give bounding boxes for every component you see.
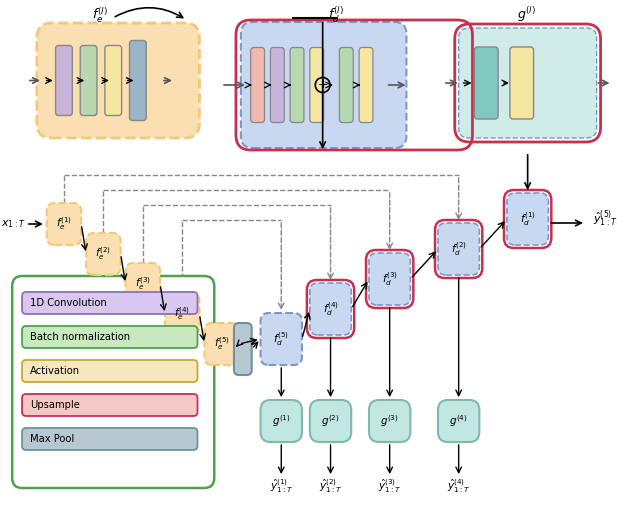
FancyBboxPatch shape <box>339 48 353 122</box>
Text: Upsample: Upsample <box>30 400 80 410</box>
FancyBboxPatch shape <box>22 326 198 348</box>
Text: $g^{(4)}$: $g^{(4)}$ <box>449 413 468 429</box>
FancyBboxPatch shape <box>438 223 479 275</box>
FancyBboxPatch shape <box>438 400 479 442</box>
Text: $f_e^{(5)}$: $f_e^{(5)}$ <box>214 335 230 352</box>
Text: $f_d^{(l)}$: $f_d^{(l)}$ <box>328 5 344 25</box>
FancyBboxPatch shape <box>310 400 351 442</box>
FancyBboxPatch shape <box>12 276 214 488</box>
Text: $f_e^{(l)}$: $f_e^{(l)}$ <box>92 5 108 25</box>
FancyBboxPatch shape <box>369 253 410 305</box>
FancyBboxPatch shape <box>80 46 97 116</box>
FancyBboxPatch shape <box>271 48 284 122</box>
FancyBboxPatch shape <box>310 283 351 335</box>
FancyBboxPatch shape <box>260 313 302 365</box>
Text: $\hat{y}_{1:T}^{(1)}$: $\hat{y}_{1:T}^{(1)}$ <box>269 477 293 495</box>
FancyBboxPatch shape <box>22 360 198 382</box>
FancyBboxPatch shape <box>507 193 548 245</box>
FancyBboxPatch shape <box>251 48 264 122</box>
Text: $g^{(3)}$: $g^{(3)}$ <box>380 413 399 429</box>
Text: $\hat{y}_{1:T}^{(4)}$: $\hat{y}_{1:T}^{(4)}$ <box>447 477 470 495</box>
Text: $f_e^{(3)}$: $f_e^{(3)}$ <box>135 276 151 293</box>
Text: $f_d^{(2)}$: $f_d^{(2)}$ <box>451 240 467 258</box>
FancyBboxPatch shape <box>260 400 302 442</box>
FancyBboxPatch shape <box>56 46 72 116</box>
Text: Batch normalization: Batch normalization <box>30 332 130 342</box>
Text: $\hat{y}_{1:T}^{(2)}$: $\hat{y}_{1:T}^{(2)}$ <box>319 477 342 495</box>
Text: $f_d^{(5)}$: $f_d^{(5)}$ <box>273 330 289 348</box>
FancyBboxPatch shape <box>22 428 198 450</box>
FancyBboxPatch shape <box>129 40 147 120</box>
FancyBboxPatch shape <box>86 233 120 275</box>
Text: $f_e^{(1)}$: $f_e^{(1)}$ <box>56 216 72 232</box>
Text: Max Pool: Max Pool <box>30 434 74 444</box>
Text: $x_{1:T}$: $x_{1:T}$ <box>1 218 26 230</box>
FancyBboxPatch shape <box>125 263 160 305</box>
FancyBboxPatch shape <box>290 48 304 122</box>
Text: $f_d^{(4)}$: $f_d^{(4)}$ <box>323 300 339 318</box>
FancyBboxPatch shape <box>474 47 498 119</box>
Text: $g^{(2)}$: $g^{(2)}$ <box>321 413 340 429</box>
FancyBboxPatch shape <box>510 47 534 119</box>
FancyBboxPatch shape <box>204 323 239 365</box>
FancyBboxPatch shape <box>105 46 122 116</box>
Text: $f_e^{(4)}$: $f_e^{(4)}$ <box>174 306 190 322</box>
FancyBboxPatch shape <box>22 292 198 314</box>
Text: $f_d^{(3)}$: $f_d^{(3)}$ <box>381 270 397 288</box>
FancyBboxPatch shape <box>22 394 198 416</box>
FancyBboxPatch shape <box>359 48 373 122</box>
Text: $f_d^{(1)}$: $f_d^{(1)}$ <box>520 210 536 228</box>
Text: $f_e^{(2)}$: $f_e^{(2)}$ <box>95 245 111 262</box>
FancyBboxPatch shape <box>459 28 596 138</box>
FancyBboxPatch shape <box>47 203 81 245</box>
FancyBboxPatch shape <box>241 22 406 148</box>
Text: $g^{(1)}$: $g^{(1)}$ <box>272 413 291 429</box>
FancyBboxPatch shape <box>310 48 324 122</box>
FancyBboxPatch shape <box>234 323 252 375</box>
Text: $\hat{y}_{1:T}^{(5)}$: $\hat{y}_{1:T}^{(5)}$ <box>593 209 618 229</box>
FancyBboxPatch shape <box>37 23 200 138</box>
FancyBboxPatch shape <box>369 400 410 442</box>
Text: $g^{(l)}$: $g^{(l)}$ <box>517 5 536 24</box>
FancyBboxPatch shape <box>165 293 200 335</box>
Text: $\hat{y}_{1:T}^{(3)}$: $\hat{y}_{1:T}^{(3)}$ <box>378 477 401 495</box>
Text: 1D Convolution: 1D Convolution <box>30 298 107 308</box>
Text: Activation: Activation <box>30 366 80 376</box>
Text: +: + <box>317 78 328 92</box>
